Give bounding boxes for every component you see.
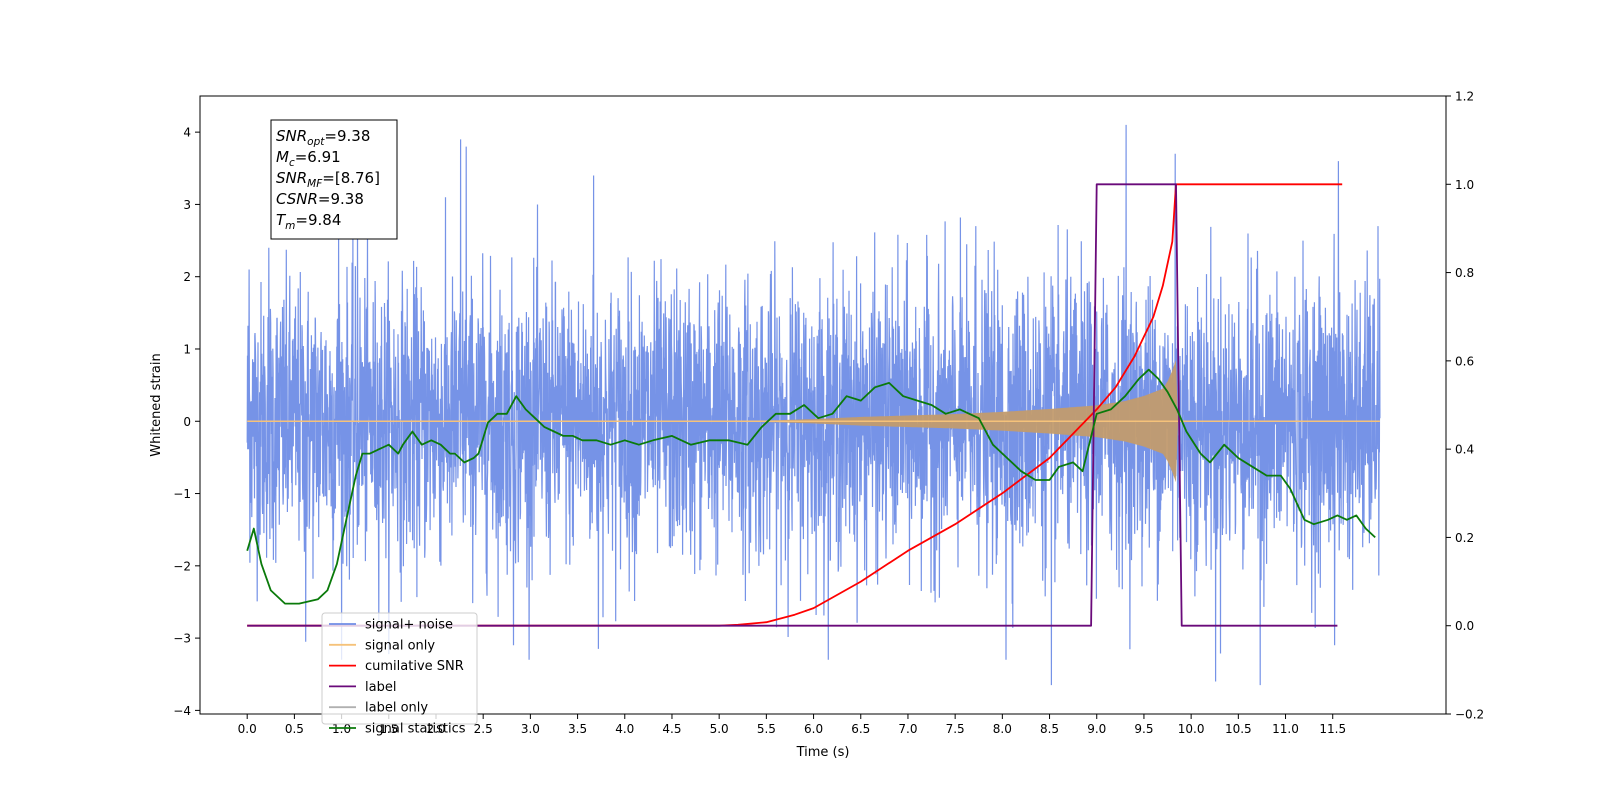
legend-label: label <box>365 680 396 695</box>
y-right-tick-label: 0.6 <box>1455 354 1474 368</box>
x-tick-label: 9.5 <box>1134 722 1153 736</box>
annotation-line: SNRopt=9.38 <box>276 127 370 148</box>
y-right-tick-label: 0.0 <box>1455 619 1474 633</box>
y-left-tick-label: 4 <box>183 126 191 140</box>
x-tick-label: 0.0 <box>238 722 257 736</box>
x-tick-label: 1.5 <box>379 722 398 736</box>
x-tick-label: 10.0 <box>1178 722 1205 736</box>
x-tick-label: 1.0 <box>332 722 351 736</box>
legend-label: cumilative SNR <box>365 659 464 674</box>
x-tick-label: 3.5 <box>568 722 587 736</box>
y-right-tick-label: 1.2 <box>1455 90 1474 104</box>
plot-frame <box>199 95 1447 715</box>
x-tick-label: 11.0 <box>1272 722 1299 736</box>
series-signal-plus-noise <box>246 124 1381 686</box>
x-tick-label: 2.0 <box>426 722 445 736</box>
x-tick-label: 6.5 <box>851 722 870 736</box>
annotation-line: CSNR=9.38 <box>276 190 364 208</box>
y-right-tick-label: 1.0 <box>1455 178 1474 192</box>
annotation-frame <box>270 119 398 240</box>
y-left-tick-label: −4 <box>173 704 191 718</box>
annotation-line: Mc=6.91 <box>276 148 341 169</box>
y-left-tick-label: −2 <box>173 559 191 573</box>
x-tick-label: 10.5 <box>1225 722 1252 736</box>
legend-label: label only <box>365 701 428 716</box>
x-tick-label: 0.5 <box>285 722 304 736</box>
y-left-tick-label: −3 <box>173 632 191 646</box>
y-right-tick-label: −0.2 <box>1455 708 1484 722</box>
y-right-tick-label: 0.8 <box>1455 266 1474 280</box>
x-tick-label: 8.0 <box>993 722 1012 736</box>
y-left-tick-label: 2 <box>183 270 191 284</box>
legend-frame <box>321 612 478 725</box>
x-tick-label: 5.0 <box>710 722 729 736</box>
x-tick-label: 9.0 <box>1087 722 1106 736</box>
y-left-tick-label: 3 <box>183 198 191 212</box>
x-tick-label: 2.5 <box>474 722 493 736</box>
annotation-line: Tm=9.84 <box>276 211 341 232</box>
series-signal-statistics <box>246 368 1376 605</box>
legend-label: signal+ noise <box>365 618 453 633</box>
x-tick-label: 11.5 <box>1319 722 1346 736</box>
y-left-tick-label: −1 <box>173 487 191 501</box>
legend-label: signal only <box>365 638 435 653</box>
x-tick-label: 7.5 <box>946 722 965 736</box>
legend-label: signal statistics <box>365 722 466 737</box>
series-cumilative-snr <box>247 183 1343 627</box>
y-right-tick-label: 0.2 <box>1455 531 1474 545</box>
x-tick-label: 7.0 <box>898 722 917 736</box>
y-right-tick-label: 0.4 <box>1455 443 1474 457</box>
y-left-tick-label: 1 <box>183 342 191 356</box>
legend: signal+ noise signal only cumilative SNR la… <box>321 612 478 737</box>
x-tick-label: 4.0 <box>615 722 634 736</box>
x-tick-label: 8.5 <box>1040 722 1059 736</box>
x-tick-label: 3.0 <box>521 722 540 736</box>
x-tick-label: 4.5 <box>662 722 681 736</box>
annotation-line: SNRMF=[8.76] <box>276 169 380 190</box>
x-axis-label: Time (s) <box>796 745 850 760</box>
y-left-tick-label: 0 <box>183 415 191 429</box>
series-label <box>247 183 1338 627</box>
x-tick-label: 6.0 <box>804 722 823 736</box>
x-tick-label: 5.5 <box>757 722 776 736</box>
y-axis-label: Whitened strain <box>149 353 164 456</box>
